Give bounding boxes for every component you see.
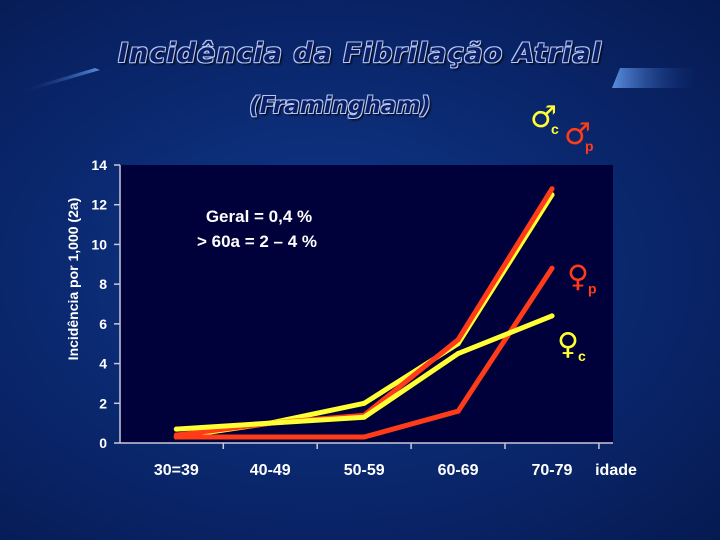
annotation-line-1: Geral = 0,4 %: [206, 207, 312, 226]
data-point: [455, 351, 461, 357]
data-point: [267, 420, 273, 426]
x-tick-label: 30=39: [154, 462, 199, 479]
x-tick-label: 50-59: [344, 462, 385, 479]
y-axis-label: Incidência por 1,000 (2a): [65, 198, 81, 361]
data-point: [361, 400, 367, 406]
y-tick-label: 2: [99, 395, 107, 411]
series-label-subscript: p: [585, 138, 594, 154]
data-point: [549, 265, 555, 271]
y-tick-label: 12: [91, 197, 107, 213]
y-tick-label: 14: [91, 157, 107, 173]
data-point: [173, 434, 179, 440]
data-point: [173, 426, 179, 432]
data-point: [549, 186, 555, 192]
male-symbol-icon: ♂: [564, 117, 591, 152]
y-tick-label: 4: [99, 356, 107, 372]
title-bar-left: [20, 68, 100, 92]
x-axis-label: idade: [595, 462, 637, 479]
series-label-subscript: c: [551, 121, 559, 137]
data-point: [361, 434, 367, 440]
female-symbol-icon: ♀: [557, 327, 579, 362]
data-point: [455, 337, 461, 343]
series-label-subscript: c: [578, 348, 586, 364]
annotation-line-2: > 60a = 2 – 4 %: [197, 232, 317, 251]
data-point: [361, 414, 367, 420]
y-tick-label: 0: [99, 435, 107, 451]
y-tick-label: 8: [99, 276, 107, 292]
male-symbol-icon: ♂: [530, 100, 557, 135]
data-point: [455, 408, 461, 414]
x-tick-label: 60-69: [438, 462, 479, 479]
data-point: [267, 434, 273, 440]
data-point: [549, 313, 555, 319]
title-bar-right: [612, 68, 700, 88]
series-label-subscript: p: [588, 280, 597, 296]
slide-title: Incidência da Fibrilação Atrial: [118, 38, 602, 69]
x-tick-label: 70-79: [532, 462, 573, 479]
slide-subtitle: (Framingham): [249, 93, 431, 119]
female-symbol-icon: ♀: [567, 259, 589, 294]
x-tick-label: 40-49: [250, 462, 291, 479]
y-tick-label: 6: [99, 316, 107, 332]
y-tick-label: 10: [91, 236, 107, 252]
